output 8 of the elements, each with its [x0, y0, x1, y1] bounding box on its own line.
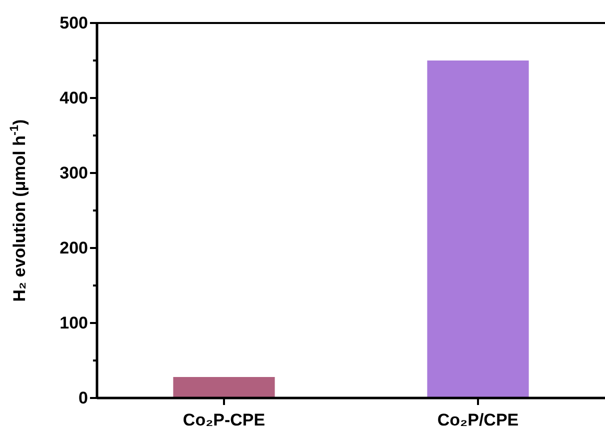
y-tick-label: 200	[60, 238, 88, 258]
y-tick-label: 100	[60, 313, 88, 332]
y-tick-label: 300	[60, 163, 88, 182]
y-tick-label: 400	[60, 88, 88, 108]
x-tick-label: Co₂P-CPE	[182, 410, 266, 430]
y-tick-label: 500	[60, 13, 88, 32]
x-tick-label: Co₂P/CPE	[437, 410, 519, 430]
y-tick-label: 0	[78, 388, 88, 408]
